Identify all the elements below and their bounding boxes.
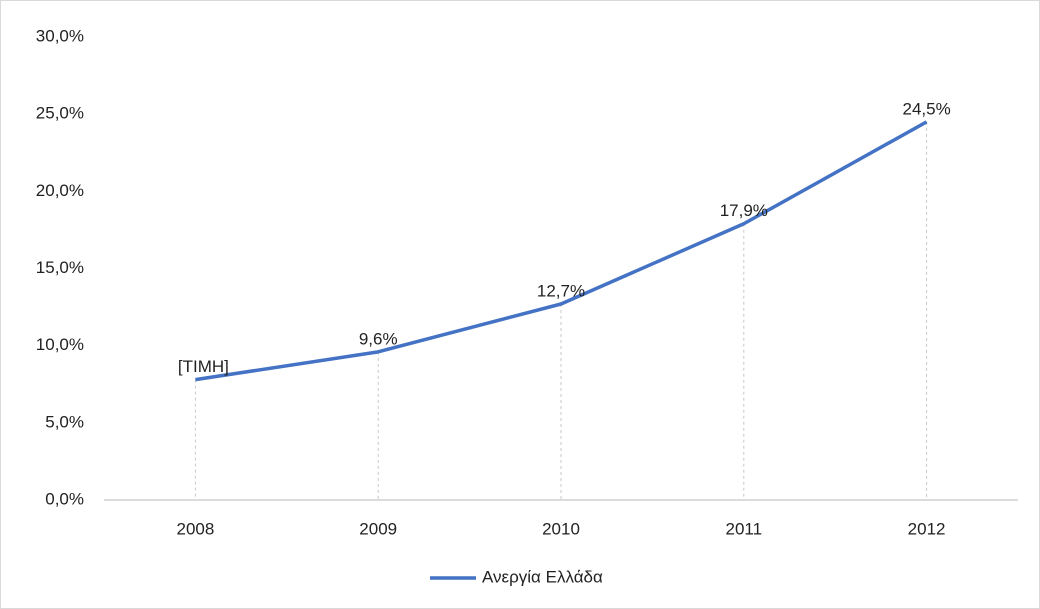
legend-label: Ανεργία Ελλάδα <box>482 567 603 586</box>
y-tick-label: 10,0% <box>36 335 84 354</box>
data-label: [ΤΙΜΗ] <box>178 357 229 376</box>
data-label: 9,6% <box>359 329 398 348</box>
x-tick-label: 2009 <box>359 519 397 538</box>
data-label: 17,9% <box>720 201 768 220</box>
data-label: 24,5% <box>902 99 950 118</box>
x-tick-label: 2008 <box>176 519 214 538</box>
y-tick-label: 5,0% <box>45 412 84 431</box>
x-tick-label: 2011 <box>726 519 763 538</box>
y-tick-label: 0,0% <box>45 489 84 508</box>
x-tick-label: 2010 <box>542 519 580 538</box>
data-label: 12,7% <box>537 281 585 300</box>
y-tick-label: 15,0% <box>36 258 84 277</box>
y-tick-label: 20,0% <box>36 181 84 200</box>
series-line <box>195 120 928 382</box>
y-tick-label: 25,0% <box>36 104 84 123</box>
x-tick-label: 2012 <box>908 519 946 538</box>
y-tick-label: 30,0% <box>36 26 84 45</box>
